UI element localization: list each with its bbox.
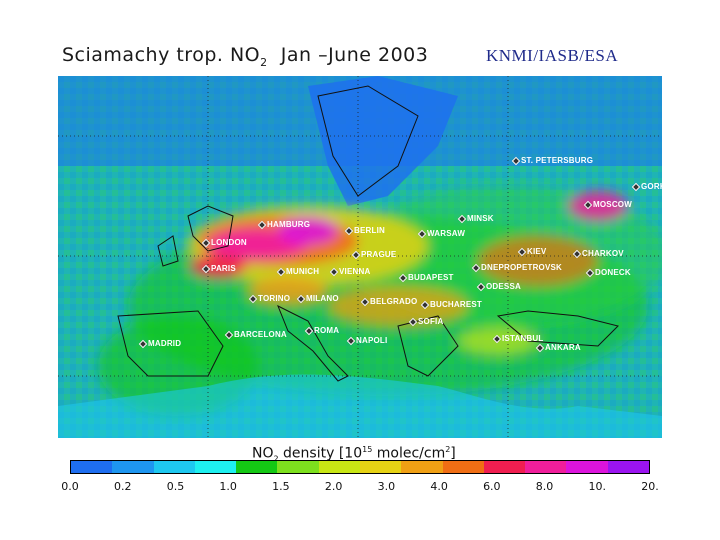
legend-title: NO2 density [1015 molec/cm2] (252, 445, 456, 464)
city-label: SOFIA (410, 317, 443, 326)
colorbar-segment (442, 461, 484, 473)
colorbar-tick-label: 0.0 (61, 480, 79, 493)
city-label: MINSK (459, 214, 494, 223)
city-label: BUDAPEST (400, 273, 454, 282)
colorbar-ticks: 0.0 0.2 0.5 1.0 1.5 2.0 3.0 4.0 6.0 8.0 10. 20. (0, 480, 720, 496)
city-label: ISTANBUL (494, 334, 543, 343)
city-label: VIENNA (331, 267, 370, 276)
colorbar-segment (194, 461, 237, 473)
city-label: MADRID (140, 339, 181, 348)
credit-label: KNMI/IASB/ESA (486, 46, 619, 65)
colorbar-tick-label: 2.0 (324, 480, 343, 493)
city-label: TORINO (250, 294, 290, 303)
colorbar (70, 460, 650, 474)
colorbar-segment (566, 461, 608, 473)
colorbar-tick-label: 6.0 (483, 480, 501, 493)
map-title: Sciamachy trop. NO2 Jan –June 2003 (62, 44, 429, 69)
city-label: MUNICH (278, 267, 319, 276)
city-label: LONDON (203, 238, 247, 247)
city-label: BARCELONA (226, 330, 287, 339)
colorbar-tick-label: 20. (641, 480, 659, 493)
city-label: CHARKOV (574, 249, 624, 258)
city-label: DONECK (587, 268, 631, 277)
colorbar-segment (236, 461, 278, 473)
colorbar-tick-label: 3.0 (377, 480, 396, 493)
colorbar-segment (318, 461, 360, 473)
colorbar-tick-label: 10. (588, 480, 607, 493)
colorbar-segment (112, 461, 154, 473)
city-label: BUCHAREST (422, 300, 482, 309)
city-label: ODESSA (478, 282, 521, 291)
city-label: MOSCOW (585, 200, 632, 209)
colorbar-tick-label: 0.2 (113, 480, 132, 493)
colorbar-segment (525, 461, 567, 473)
colorbar-tick-label: 1.5 (272, 480, 290, 493)
city-label: PRAGUE (353, 250, 396, 259)
city-label: KIEV (519, 247, 546, 256)
city-label: BELGRADO (362, 297, 417, 306)
colorbar-tick-label: 1.0 (219, 480, 237, 493)
colorbar-tick-label: 4.0 (430, 480, 448, 493)
city-label: BERLIN (346, 226, 385, 235)
colorbar-segment (359, 461, 402, 473)
colorbar-segment (277, 461, 319, 473)
city-label: PARIS (203, 264, 236, 273)
colorbar-segment (71, 461, 113, 473)
colorbar-tick-label: 8.0 (535, 480, 554, 493)
colorbar-segment (483, 461, 526, 473)
city-label: MILANO (298, 294, 339, 303)
city-label: GORKI (633, 182, 668, 191)
city-label: DNEPROPETROVSK (473, 263, 562, 272)
colorbar-tick-label: 0.5 (166, 480, 185, 493)
city-label: ST. PETERSBURG (513, 156, 593, 165)
city-label: WARSAW (419, 229, 465, 238)
city-label: NAPOLI (348, 336, 387, 345)
colorbar-segment (607, 461, 649, 473)
colorbar-segment (401, 461, 443, 473)
colorbar-segment (153, 461, 195, 473)
city-label: ROMA (306, 326, 339, 335)
city-label: HAMBURG (259, 220, 310, 229)
city-label: ANKARA (537, 343, 581, 352)
